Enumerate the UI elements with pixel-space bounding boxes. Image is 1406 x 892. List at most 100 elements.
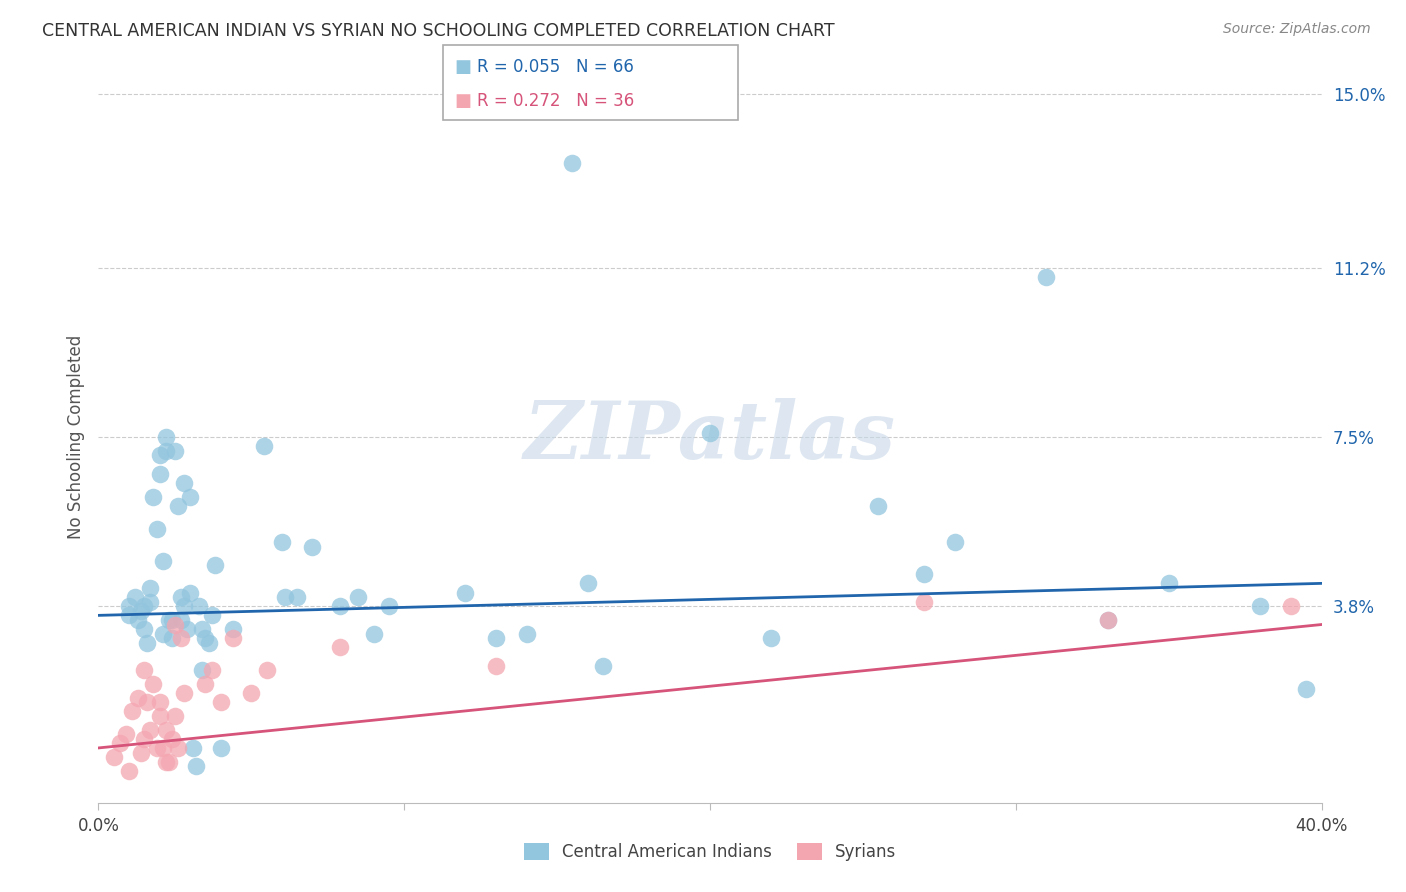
Point	[173, 475, 195, 490]
Point	[139, 594, 162, 608]
Point	[1279, 599, 1302, 614]
Point	[181, 740, 204, 755]
Point	[173, 686, 195, 700]
Point	[1249, 599, 1271, 614]
Point	[163, 443, 186, 458]
Text: ■: ■	[454, 93, 471, 111]
Point	[592, 658, 614, 673]
Point	[191, 663, 214, 677]
Point	[142, 677, 165, 691]
Text: ■: ■	[454, 58, 471, 77]
Point	[485, 658, 508, 673]
Point	[129, 604, 152, 618]
Point	[134, 622, 156, 636]
Text: Source: ZipAtlas.com: Source: ZipAtlas.com	[1223, 22, 1371, 37]
Point	[134, 731, 156, 746]
Point	[186, 759, 208, 773]
Point	[179, 585, 201, 599]
Point	[240, 686, 263, 700]
Point	[329, 599, 352, 614]
Point	[1035, 270, 1057, 285]
Point	[121, 705, 143, 719]
Point	[118, 764, 141, 778]
Point	[149, 449, 172, 463]
Point	[139, 723, 162, 737]
Point	[516, 626, 538, 640]
Point	[200, 663, 222, 677]
Point	[1097, 613, 1119, 627]
Point	[197, 636, 219, 650]
Point	[163, 617, 186, 632]
Point	[378, 599, 401, 614]
Point	[152, 626, 174, 640]
Legend: Central American Indians, Syrians: Central American Indians, Syrians	[517, 836, 903, 868]
Point	[124, 590, 146, 604]
Point	[155, 755, 177, 769]
Point	[285, 590, 308, 604]
Point	[485, 632, 508, 646]
Point	[943, 535, 966, 549]
Point	[699, 425, 721, 440]
Point	[222, 632, 245, 646]
Point	[157, 755, 180, 769]
Point	[194, 632, 217, 646]
Point	[270, 535, 292, 549]
Text: CENTRAL AMERICAN INDIAN VS SYRIAN NO SCHOOLING COMPLETED CORRELATION CHART: CENTRAL AMERICAN INDIAN VS SYRIAN NO SCH…	[42, 22, 835, 40]
Point	[155, 443, 177, 458]
Point	[118, 599, 141, 614]
Point	[160, 731, 183, 746]
Point	[179, 490, 201, 504]
Point	[868, 499, 890, 513]
Point	[167, 499, 190, 513]
Text: ZIPatlas: ZIPatlas	[524, 399, 896, 475]
Point	[129, 746, 152, 760]
Point	[759, 632, 782, 646]
Point	[103, 750, 125, 764]
Point	[160, 632, 183, 646]
Point	[142, 490, 165, 504]
Point	[136, 636, 159, 650]
Point	[194, 677, 217, 691]
Point	[176, 622, 198, 636]
Point	[115, 727, 138, 741]
Point	[149, 709, 172, 723]
Point	[127, 690, 149, 705]
Point	[149, 467, 172, 481]
Point	[209, 740, 232, 755]
Point	[118, 608, 141, 623]
Point	[561, 155, 583, 169]
Point	[347, 590, 370, 604]
Point	[1097, 613, 1119, 627]
Point	[173, 599, 195, 614]
Point	[149, 695, 172, 709]
Point	[222, 622, 245, 636]
Point	[152, 740, 174, 755]
Point	[256, 663, 278, 677]
Point	[160, 613, 183, 627]
Point	[163, 709, 186, 723]
Point	[167, 740, 190, 755]
Point	[127, 613, 149, 627]
Y-axis label: No Schooling Completed: No Schooling Completed	[66, 335, 84, 539]
Point	[200, 608, 222, 623]
Point	[134, 663, 156, 677]
Point	[252, 439, 274, 453]
Point	[454, 585, 477, 599]
Point	[204, 558, 226, 573]
Point	[139, 581, 162, 595]
Point	[136, 695, 159, 709]
Point	[191, 622, 214, 636]
Text: R = 0.272   N = 36: R = 0.272 N = 36	[477, 93, 634, 111]
Point	[274, 590, 297, 604]
Point	[1295, 681, 1317, 696]
Point	[912, 567, 935, 582]
Point	[152, 553, 174, 567]
Text: R = 0.055   N = 66: R = 0.055 N = 66	[477, 58, 634, 77]
Point	[145, 740, 167, 755]
Point	[145, 521, 167, 535]
Point	[912, 594, 935, 608]
Point	[188, 599, 211, 614]
Point	[1157, 576, 1180, 591]
Point	[363, 626, 385, 640]
Point	[108, 736, 131, 750]
